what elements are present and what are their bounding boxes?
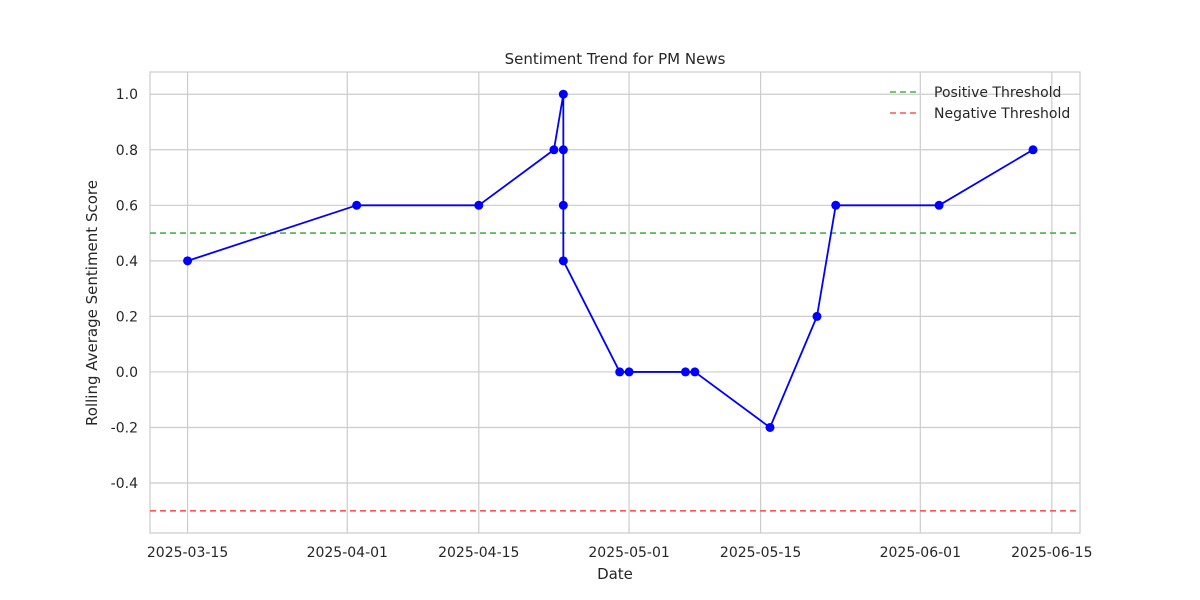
x-tick-label: 2025-03-15 xyxy=(147,545,228,561)
data-point xyxy=(558,89,568,99)
x-tick-label: 2025-06-01 xyxy=(880,545,961,561)
data-point xyxy=(558,256,568,266)
data-point xyxy=(615,367,625,377)
tick-labels: 2025-03-15 2025-04-01 2025-04-15 2025-05-01… xyxy=(111,87,1093,561)
y-tick-label: -0.4 xyxy=(111,476,138,492)
data-point xyxy=(558,145,568,155)
legend-label: Positive Threshold xyxy=(934,85,1061,101)
y-tick-label: 0.0 xyxy=(116,365,138,381)
y-tick-label: 0.4 xyxy=(116,254,138,270)
data-point xyxy=(765,422,775,432)
x-tick-label: 2025-04-01 xyxy=(307,545,388,561)
data-point xyxy=(183,256,193,266)
x-tick-label: 2025-05-01 xyxy=(588,545,669,561)
y-tick-label: 0.8 xyxy=(116,143,138,159)
y-tick-label: 0.2 xyxy=(116,309,138,325)
data-point xyxy=(1028,145,1038,155)
plot-area xyxy=(149,71,1081,534)
data-point xyxy=(680,367,690,377)
y-tick-label: 0.6 xyxy=(116,198,138,214)
legend-label: Negative Threshold xyxy=(934,106,1070,122)
data-point xyxy=(934,200,944,210)
x-axis-title: Date xyxy=(597,565,633,583)
x-tick-label: 2025-06-15 xyxy=(1011,545,1092,561)
y-axis-title: Rolling Average Sentiment Score xyxy=(83,180,101,426)
data-point xyxy=(690,367,700,377)
series-layer xyxy=(183,89,1038,432)
chart-title: Sentiment Trend for PM News xyxy=(505,50,726,68)
data-point xyxy=(812,311,822,321)
data-point xyxy=(474,200,484,210)
data-point xyxy=(558,200,568,210)
data-point xyxy=(831,200,841,210)
y-tick-label: -0.2 xyxy=(111,420,138,436)
data-point xyxy=(352,200,362,210)
data-point xyxy=(549,145,559,155)
y-tick-label: 1.0 xyxy=(116,87,138,103)
x-tick-label: 2025-04-15 xyxy=(438,545,519,561)
legend: Positive Threshold Negative Threshold xyxy=(890,85,1070,122)
data-point xyxy=(624,367,634,377)
threshold-lines xyxy=(150,232,1080,512)
x-tick-label: 2025-05-15 xyxy=(720,545,801,561)
